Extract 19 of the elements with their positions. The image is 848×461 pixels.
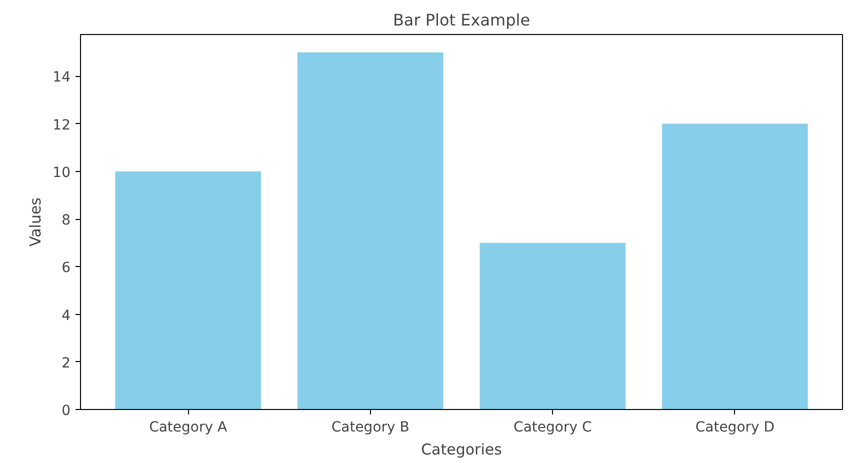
x-tick-label: Category A <box>149 420 228 436</box>
bar <box>662 124 808 410</box>
x-tick-label: Category D <box>695 420 775 436</box>
y-tick-label: 2 <box>62 355 71 372</box>
y-axis-title: Values <box>26 197 45 247</box>
y-tick-label: 12 <box>52 117 71 134</box>
y-tick-label: 6 <box>62 260 71 276</box>
y-tick-label: 8 <box>62 212 71 229</box>
x-axis-title: Categories <box>421 440 502 458</box>
bar <box>297 52 444 410</box>
bar <box>480 242 626 410</box>
y-tick-label: 14 <box>52 70 71 86</box>
x-tick-label: Category C <box>514 420 592 436</box>
y-tick-label: 0 <box>62 403 71 419</box>
y-tick-label: 4 <box>62 308 71 324</box>
y-tick-label: 10 <box>52 164 71 181</box>
bar <box>115 171 261 410</box>
chart-title: Bar Plot Example <box>392 10 530 30</box>
x-tick-label: Category B <box>331 420 410 436</box>
